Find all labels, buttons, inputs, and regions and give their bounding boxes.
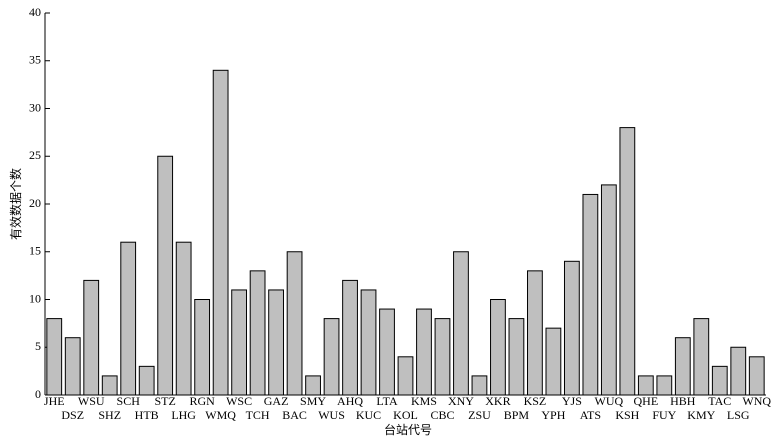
bar: [416, 308, 432, 396]
bar: [231, 289, 248, 396]
bar: [305, 375, 321, 396]
y-tick-label: 20: [29, 196, 41, 210]
bar: [157, 155, 174, 396]
y-tick-label: 15: [29, 244, 41, 258]
x-tick-label: KUC: [356, 408, 381, 422]
x-tick-label: FUY: [652, 408, 676, 422]
x-tick-label: LTA: [376, 394, 398, 408]
bar: [138, 365, 155, 396]
bar: [342, 279, 358, 396]
bar: [64, 337, 81, 396]
bar: [545, 327, 562, 396]
x-tick-label: KOL: [393, 408, 418, 422]
x-tick-label: RGN: [189, 394, 215, 408]
x-tick-label: LSG: [727, 408, 750, 422]
bar: [194, 299, 211, 396]
x-tick-label: YJS: [562, 394, 582, 408]
x-tick-label: YPH: [541, 408, 565, 422]
x-tick-label: XKR: [485, 394, 510, 408]
bar: [563, 260, 580, 396]
bar: [508, 318, 525, 396]
y-tick-label: 35: [29, 53, 41, 67]
bar: [674, 337, 691, 396]
bar: [397, 356, 414, 396]
x-tick-label: WSC: [226, 394, 252, 408]
bar: [175, 241, 192, 396]
bar: [83, 279, 100, 396]
bar: [693, 318, 710, 396]
x-tick-label: HBH: [670, 394, 696, 408]
x-tick-label: TAC: [708, 394, 731, 408]
y-tick-label: 40: [29, 5, 41, 19]
bar: [656, 375, 673, 396]
x-tick-label: SCH: [117, 394, 141, 408]
bar: [434, 318, 451, 396]
x-tick-label: ZSU: [468, 408, 491, 422]
bar: [360, 289, 377, 396]
bar: [323, 318, 340, 396]
bar: [527, 270, 543, 396]
bar: [490, 299, 506, 396]
x-tick-label: TCH: [246, 408, 270, 422]
x-tick-label: AHQ: [337, 394, 363, 408]
x-tick-label: WUS: [318, 408, 345, 422]
bar: [46, 318, 63, 396]
x-tick-label: KMS: [411, 394, 437, 408]
x-tick-label: XNY: [448, 394, 474, 408]
y-axis-label: 有效数据个数: [8, 168, 23, 240]
bar: [619, 127, 636, 396]
y-tick-label: 25: [29, 148, 41, 162]
y-tick-label: 0: [35, 387, 41, 401]
y-tick-label: 10: [29, 291, 41, 305]
bar: [637, 375, 654, 396]
bar: [286, 251, 303, 396]
x-tick-label: SHZ: [98, 408, 121, 422]
bar: [600, 184, 617, 396]
x-tick-label: WUQ: [595, 394, 624, 408]
x-tick-label: WNQ: [742, 394, 771, 408]
x-tick-label: JHE: [44, 394, 65, 408]
bar: [212, 69, 229, 396]
x-tick-label: KSZ: [524, 394, 547, 408]
x-tick-label: KMY: [687, 408, 715, 422]
bar: [748, 356, 765, 396]
x-tick-label: ATS: [580, 408, 601, 422]
x-tick-label: QHE: [633, 394, 658, 408]
x-tick-label: SMY: [300, 394, 326, 408]
y-tick-label: 5: [35, 339, 41, 353]
x-tick-label: LHG: [171, 408, 196, 422]
x-tick-label: BAC: [282, 408, 307, 422]
x-tick-label: KSH: [615, 408, 639, 422]
bar: [249, 270, 266, 396]
x-axis-label: 台站代号: [384, 422, 432, 437]
bar: [711, 365, 728, 396]
x-tick-label: CBC: [430, 408, 454, 422]
bar: [453, 251, 469, 396]
bar: [120, 241, 137, 396]
x-tick-label: GAZ: [264, 394, 289, 408]
x-tick-label: DSZ: [61, 408, 84, 422]
bar: [101, 375, 118, 396]
bar: [268, 289, 284, 396]
x-tick-label: BPM: [504, 408, 530, 422]
bar: [471, 375, 488, 396]
x-tick-label: HTB: [135, 408, 159, 422]
x-tick-label: STZ: [154, 394, 175, 408]
x-tick-label: WSU: [78, 394, 105, 408]
y-tick-label: 30: [29, 100, 41, 114]
bar: [379, 308, 395, 396]
bar: [730, 346, 747, 396]
bar: [582, 193, 599, 396]
x-tick-label: WMQ: [205, 408, 236, 422]
